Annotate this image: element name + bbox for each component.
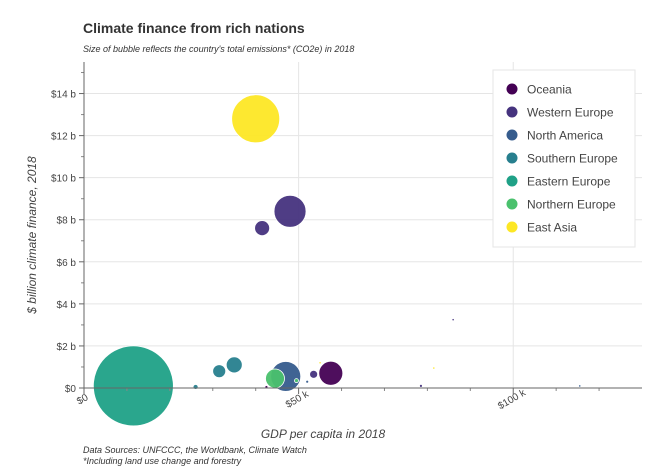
bubble-eastern-europe xyxy=(92,345,174,427)
bubble-oceania xyxy=(318,360,344,386)
bubble-southern-europe xyxy=(192,384,199,390)
bubble-western-europe xyxy=(254,220,271,237)
y-tick-label: $2 b xyxy=(57,342,77,353)
legend: Oceania Western Europe North America Southe… xyxy=(492,69,636,248)
chart-title: Climate finance from rich nations xyxy=(83,20,305,36)
legend-swatch xyxy=(506,83,518,95)
legend-swatch xyxy=(506,152,518,164)
legend-label: North America xyxy=(527,129,603,143)
lulucf-footnote: *Including land use change and forestry xyxy=(83,456,242,466)
legend-label: Eastern Europe xyxy=(527,175,611,189)
x-axis-label: GDP per capita in 2018 xyxy=(261,427,386,440)
bubble-southern-europe xyxy=(212,364,227,379)
legend-swatch xyxy=(506,129,518,141)
legend-swatch xyxy=(506,175,518,187)
bubble-northern-europe xyxy=(265,368,285,389)
y-tick-label: $14 b xyxy=(51,90,76,101)
bubble-western-europe xyxy=(273,194,307,228)
bubble-east-asia xyxy=(432,366,436,370)
axes: $0 $2 b $4 b $6 b $8 b $10 b $12 b $14 b $0 $50 k… xyxy=(25,62,642,440)
bubble-east-asia xyxy=(318,361,322,365)
legend-label: Western Europe xyxy=(527,106,614,120)
legend-label: Southern Europe xyxy=(527,152,618,166)
bubble-chart: $0 $2 b $4 b $6 b $8 b $10 b $12 b $14 b $0 $50 k… xyxy=(25,62,642,440)
bubble-western-europe xyxy=(309,369,319,379)
bubble-western-europe xyxy=(419,383,423,388)
data-sources-note: Data Sources: UNFCCC, the Worldbank, Cli… xyxy=(83,445,307,455)
legend-swatch xyxy=(506,106,518,118)
bubble-north-america xyxy=(578,384,582,388)
y-tick-label: $0 xyxy=(65,384,77,395)
y-tick-label: $8 b xyxy=(57,216,77,227)
legend-swatch xyxy=(506,221,518,233)
legend-label: Oceania xyxy=(527,83,572,97)
legend-swatch xyxy=(506,198,518,210)
bubble-western-europe xyxy=(451,318,455,322)
legend-label: Northern Europe xyxy=(527,198,616,212)
x-tick-label: $100 k xyxy=(496,387,528,412)
y-tick-label: $10 b xyxy=(51,174,76,185)
bubbles xyxy=(92,94,582,427)
chart-subtitle: Size of bubble reflects the country's to… xyxy=(83,44,355,54)
bubble-east-asia xyxy=(231,94,281,144)
bubble-north-america xyxy=(305,379,310,384)
bubble-northern-europe xyxy=(294,378,299,384)
y-tick-label: $4 b xyxy=(57,300,77,311)
y-tick-label: $12 b xyxy=(51,132,76,143)
y-axis-label: $ billion climate finance, 2018 xyxy=(25,156,39,315)
x-tick-label: $0 xyxy=(75,392,91,407)
bubble-southern-europe xyxy=(225,356,243,374)
y-tick-label: $6 b xyxy=(57,258,77,269)
x-tick-label: $50 k xyxy=(284,388,312,410)
legend-label: East Asia xyxy=(527,221,577,235)
